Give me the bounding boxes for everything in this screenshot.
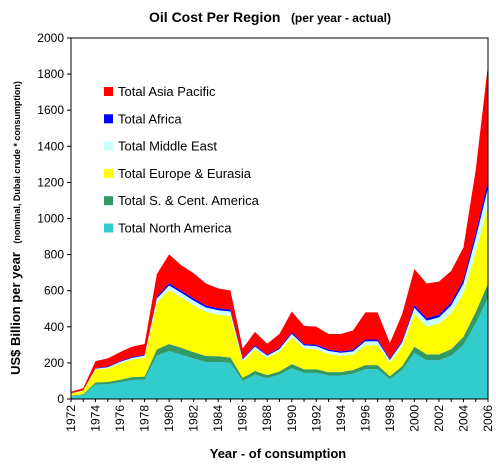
x-tick-label: 1990 — [285, 405, 299, 432]
y-tick-label: 2000 — [37, 31, 64, 45]
legend-swatch-total-africa — [104, 114, 113, 124]
x-tick-label: 1982 — [187, 405, 201, 432]
x-tick-label: 1984 — [211, 405, 225, 432]
area-total-asia-pacific — [71, 65, 488, 394]
y-tick-label: 400 — [44, 320, 64, 334]
legend-swatch-total-s-cent-america — [104, 196, 113, 206]
chart-title-main: Oil Cost Per Region — [149, 9, 280, 25]
area-total-s-cent-america — [71, 283, 488, 397]
legend-label-total-middle-east: Total Middle East — [118, 139, 217, 154]
y-tick-label: 600 — [44, 284, 64, 298]
legend-label-total-africa: Total Africa — [118, 111, 182, 126]
x-tick-label: 2002 — [432, 405, 446, 432]
legend-label-total-asia-pacific: Total Asia Pacific — [118, 84, 216, 99]
legend: Total Asia Pacific Total Africa Total Midd… — [104, 84, 260, 236]
x-tick-label: 1988 — [260, 405, 274, 432]
y-axis-label: US$ Billion per year (nominal, Dubai cru… — [7, 81, 24, 375]
legend-label-total-europe-eurasia: Total Europe & Eurasia — [118, 166, 252, 181]
x-tick-label: 1976 — [113, 405, 127, 432]
y-tick-label: 1800 — [37, 67, 64, 81]
y-tick-label: 1400 — [37, 139, 64, 153]
y-tick-label: 1600 — [37, 103, 64, 117]
x-tick-label: 2000 — [407, 405, 421, 432]
x-tick-label: 1972 — [64, 405, 78, 432]
legend-swatch-total-asia-pacific — [104, 87, 113, 96]
legend-swatch-total-europe-eurasia — [104, 168, 113, 178]
x-tick-label: 1986 — [236, 405, 250, 432]
x-tick-label: 1992 — [309, 405, 323, 432]
x-tick-label: 2006 — [481, 405, 495, 432]
x-axis-label: Year - of consumption — [210, 446, 347, 461]
y-tick-label: 0 — [57, 392, 64, 406]
legend-swatch-total-north-america — [104, 223, 113, 233]
legend-label-total-north-america: Total North America — [118, 221, 232, 236]
chart-subtitle: (per year - actual) — [291, 11, 391, 25]
y-tick-label: 800 — [44, 248, 64, 262]
x-tick-label: 1974 — [89, 405, 103, 432]
y-axis-label-main: US$ Billion per year — [8, 252, 23, 375]
y-tick-label: 1200 — [37, 175, 64, 189]
plot-area — [70, 37, 489, 400]
x-tick-label: 1978 — [138, 405, 152, 432]
x-tick-label: 1980 — [162, 405, 176, 432]
chart-title: Oil Cost Per Region (per year - actual) — [149, 9, 391, 26]
x-tick-label: 1994 — [334, 405, 348, 432]
axes: 0 200 400 600 800 1000 1200 1400 1600 1800 2000 197… — [37, 31, 495, 432]
y-tick-label: 200 — [44, 356, 64, 370]
y-axis-label-note: (nominal, Dubai crude * consumption) — [12, 81, 22, 244]
legend-label-total-s-cent-america: Total S. & Cent. America — [118, 193, 260, 208]
area-total-north-america — [71, 297, 488, 399]
y-tick-label: 1000 — [37, 212, 64, 226]
x-tick-label: 2004 — [456, 405, 470, 432]
area-total-europe-eurasia — [71, 205, 488, 396]
x-tick-label: 1998 — [383, 405, 397, 432]
x-tick-label: 1996 — [358, 405, 372, 432]
legend-swatch-total-middle-east — [104, 141, 113, 151]
